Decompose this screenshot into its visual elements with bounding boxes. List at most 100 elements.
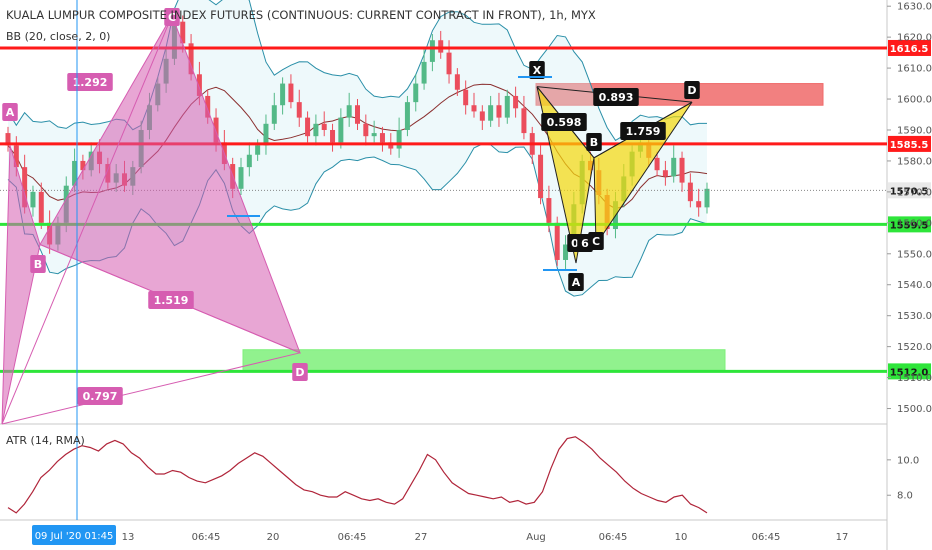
candle	[321, 123, 327, 130]
pink-ratio-1: 1.292	[73, 76, 108, 89]
candle	[313, 123, 319, 137]
time-tick-label: 06:45	[599, 532, 628, 543]
price-tick-label: 1590.0	[897, 125, 932, 136]
candle	[363, 123, 369, 137]
candle	[654, 157, 660, 171]
atr-tick-label: 10.0	[897, 455, 919, 466]
yellow-label-b-bg	[586, 133, 602, 151]
candle	[213, 117, 219, 143]
pink-triangle-xab	[1, 145, 41, 425]
pink-label-b: B	[34, 258, 42, 271]
candle	[346, 105, 352, 118]
price-tick-label: 1500.0	[897, 404, 932, 415]
pink-label-d: D	[295, 366, 304, 379]
candle	[263, 123, 269, 146]
price-tick-label: 1510.0	[897, 373, 932, 384]
candle	[180, 21, 186, 44]
time-tick-label: 20	[267, 532, 280, 543]
candle	[396, 129, 402, 149]
candle	[288, 83, 294, 103]
yellow-ratio-2: 1.759	[626, 125, 661, 138]
price-tick-label: 1630.0	[897, 2, 932, 13]
pink-label-d-bg	[292, 363, 308, 381]
atr-pane	[7, 436, 708, 514]
atr-indicator-label[interactable]: ATR (14, RMA)	[6, 434, 85, 447]
level-label-bg	[888, 39, 931, 56]
candle	[446, 52, 452, 75]
price-tick-label: 1570.0	[897, 187, 932, 198]
yellow-ratio-1: 0.598	[547, 116, 582, 129]
pink-ratio-2-bg	[148, 291, 194, 309]
yellow-ratio-1-bg	[541, 113, 587, 131]
candle	[271, 105, 277, 124]
price-tick-label: 1580.0	[897, 156, 932, 167]
candle	[338, 117, 344, 143]
candle	[330, 129, 336, 143]
yellow-label-x: X	[533, 64, 542, 77]
candle	[687, 182, 693, 202]
yellow-label-a-bg	[568, 273, 584, 291]
price-tick-label: 1550.0	[897, 249, 932, 260]
candle	[404, 102, 410, 130]
level-label: 1616.5	[890, 44, 929, 55]
candle	[479, 111, 485, 121]
atr-tick-label: 8.0	[897, 491, 913, 502]
level-label-bg	[888, 135, 931, 152]
candle	[246, 154, 252, 168]
candle	[429, 40, 435, 62]
level-label-bg	[888, 182, 931, 199]
candle	[454, 74, 460, 90]
candle	[546, 198, 552, 223]
candle	[413, 83, 419, 103]
crosshair-time-label: 09 Jul '20 01:45	[35, 531, 114, 542]
candle	[521, 108, 527, 134]
level-label-bg	[888, 363, 931, 380]
pink-xd-line	[1, 352, 301, 425]
yellow-label-b: B	[590, 136, 598, 149]
candle	[22, 167, 28, 208]
candle	[188, 43, 194, 75]
candle	[679, 157, 685, 183]
candle	[496, 105, 502, 118]
candle	[471, 105, 477, 112]
grid	[0, 0, 888, 550]
pink-label-c: C	[168, 11, 176, 24]
candle	[355, 105, 360, 124]
bb-indicator-label[interactable]: BB (20, close, 2, 0)	[6, 30, 111, 43]
yellow-ratio-3-bg	[593, 88, 639, 106]
candle	[205, 95, 211, 118]
time-tick-label: 06:45	[192, 532, 221, 543]
time-tick-label: Aug	[526, 532, 546, 543]
candle	[196, 74, 202, 96]
price-axis[interactable]: 1500.0 1510.0 1520.0 1530.0 1540.0 1550.0 1560…	[887, 2, 932, 502]
candle	[5, 133, 11, 146]
time-tick-label: 06:45	[752, 532, 781, 543]
price-tick-label: 1620.0	[897, 33, 932, 44]
pink-xc-line	[1, 15, 173, 425]
candle	[305, 117, 311, 137]
yellow-note-6-bg	[577, 234, 593, 252]
price-tick-label: 1600.0	[897, 95, 932, 106]
yellow-label-d: D	[687, 84, 696, 97]
yellow-note-0: 0	[571, 237, 579, 250]
level-label: 1585.5	[890, 140, 929, 151]
candle	[662, 170, 668, 177]
time-tick-label: 06:45	[338, 532, 367, 543]
candle	[488, 105, 494, 121]
candle	[438, 40, 444, 53]
pink-label-c-bg	[164, 8, 180, 26]
green-zone	[242, 349, 726, 372]
chart-title: KUALA LUMPUR COMPOSITE INDEX FUTURES (CO…	[6, 8, 596, 22]
pink-ratio-1-bg	[67, 73, 113, 91]
candle	[563, 244, 569, 260]
time-tick-label: 17	[836, 532, 849, 543]
candle	[280, 83, 286, 106]
time-axis[interactable]: 13 06:45 20 06:45 27 Aug 06:45 10 06:45 17 09 Jul …	[32, 525, 848, 545]
yellow-label-x-bg	[529, 61, 545, 79]
pink-label-a-bg	[2, 103, 18, 121]
time-tick-label: 27	[415, 532, 428, 543]
candle	[504, 95, 510, 118]
candle	[13, 145, 19, 168]
price-tick-label: 1540.0	[897, 280, 932, 291]
